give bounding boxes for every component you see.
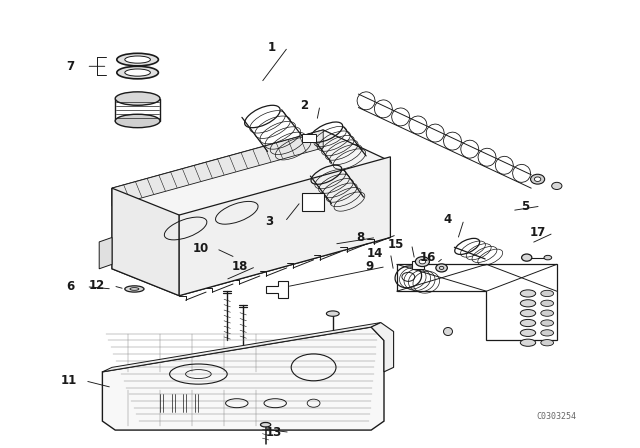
Ellipse shape [552,182,562,190]
Ellipse shape [125,56,150,63]
Ellipse shape [522,254,532,261]
Ellipse shape [541,320,554,326]
Ellipse shape [116,66,159,79]
Ellipse shape [326,311,339,316]
Text: 5: 5 [521,199,529,213]
Text: C0303254: C0303254 [537,412,577,421]
Polygon shape [102,327,384,430]
Polygon shape [102,323,381,372]
Text: 8: 8 [356,231,364,244]
Text: 1: 1 [268,40,276,54]
Ellipse shape [541,330,554,336]
Text: 15: 15 [387,237,404,251]
Ellipse shape [541,340,554,346]
Text: 11: 11 [61,374,77,388]
Polygon shape [179,157,390,296]
Ellipse shape [125,69,150,76]
Text: 17: 17 [529,226,546,240]
Ellipse shape [541,310,554,316]
Ellipse shape [534,177,541,181]
Ellipse shape [531,174,545,184]
Ellipse shape [125,286,144,292]
Polygon shape [99,237,112,269]
Ellipse shape [260,422,271,427]
Ellipse shape [520,300,536,307]
Ellipse shape [419,259,426,264]
Text: 10: 10 [192,242,209,255]
Text: 9: 9 [366,260,374,273]
Ellipse shape [541,300,554,306]
Ellipse shape [520,329,536,336]
Polygon shape [112,188,179,296]
Ellipse shape [520,339,536,346]
Bar [412,261,424,269]
Ellipse shape [520,319,536,327]
Ellipse shape [436,264,447,272]
Bar [302,193,324,211]
Ellipse shape [444,327,452,336]
Text: 7: 7 [67,60,74,73]
Polygon shape [112,130,323,206]
Ellipse shape [115,114,160,128]
Text: 14: 14 [366,246,383,260]
Polygon shape [371,323,394,372]
Polygon shape [112,130,390,296]
Text: 3: 3 [265,215,273,228]
Text: 6: 6 [67,280,74,293]
Ellipse shape [326,333,339,339]
Ellipse shape [116,53,159,66]
Ellipse shape [115,92,160,105]
Text: 2: 2 [300,99,308,112]
Ellipse shape [520,290,536,297]
Text: 18: 18 [232,260,248,273]
Ellipse shape [541,290,554,297]
Ellipse shape [544,255,552,260]
Text: 12: 12 [89,279,106,293]
Polygon shape [266,281,288,298]
Bar [302,134,316,142]
Text: 13: 13 [266,426,282,439]
Text: 16: 16 [419,251,436,264]
Text: 4: 4 [444,213,452,226]
Ellipse shape [520,310,536,317]
Ellipse shape [415,257,429,267]
